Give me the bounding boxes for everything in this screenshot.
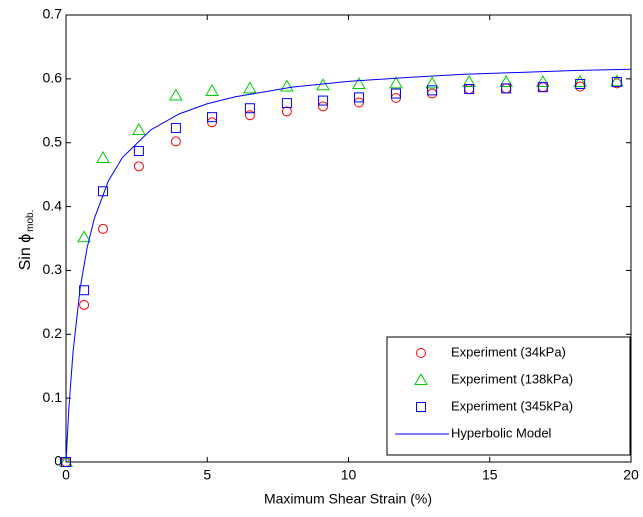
legend-label: Experiment (345kPa) <box>451 398 573 413</box>
marker-triangle <box>132 122 146 135</box>
marker-square <box>244 103 255 114</box>
legend: Experiment (34kPa) Experiment (138kPa) Exp… <box>386 336 631 456</box>
y-tick-label: 0.3 <box>43 261 63 277</box>
y-tick-label: 0.4 <box>43 197 63 213</box>
marker-triangle <box>280 79 294 92</box>
marker-square <box>318 95 329 106</box>
x-axis-label: Maximum Shear Strain (%) <box>264 491 432 507</box>
x-tick-label: 20 <box>623 467 639 483</box>
marker-triangle <box>414 372 428 385</box>
y-tick-label: 0.1 <box>43 389 63 405</box>
marker-triangle <box>499 75 513 88</box>
x-tick-label: 0 <box>62 467 70 483</box>
marker-triangle <box>610 74 624 87</box>
marker-square <box>464 84 475 95</box>
marker-square <box>416 402 426 412</box>
marker-circle <box>244 110 255 121</box>
y-axis-label: Sin ϕ mob. <box>17 210 35 271</box>
marker-square <box>501 83 512 94</box>
marker-triangle <box>535 75 550 88</box>
y-tick-label: 0.5 <box>43 133 63 149</box>
marker-circle <box>416 348 426 358</box>
x-tick-label: 15 <box>482 467 498 483</box>
marker-circle <box>98 223 109 234</box>
marker-circle <box>353 97 364 108</box>
model-line <box>65 68 632 463</box>
marker-triangle <box>169 88 183 101</box>
marker-triangle <box>352 76 366 89</box>
marker-triangle <box>77 230 91 243</box>
marker-square <box>281 98 292 109</box>
marker-circle <box>281 106 292 117</box>
marker-triangle <box>205 83 219 96</box>
marker-triangle <box>389 76 403 89</box>
marker-square <box>537 82 548 93</box>
marker-triangle <box>425 76 439 89</box>
marker-square <box>575 78 586 89</box>
y-tick-label: 0.6 <box>43 70 63 86</box>
marker-square <box>353 92 364 103</box>
marker-square <box>390 88 401 99</box>
marker-triangle <box>243 81 257 94</box>
legend-label: Hyperbolic Model <box>451 425 552 440</box>
y-axis-label-main: Sin ϕ <box>17 234 34 271</box>
marker-square <box>611 77 622 88</box>
marker-circle <box>133 161 144 172</box>
marker-triangle <box>573 75 588 88</box>
legend-box <box>386 336 631 456</box>
y-tick-label: 0 <box>54 453 62 469</box>
marker-circle <box>318 101 329 112</box>
y-axis-label-sub: mob. <box>25 210 36 232</box>
marker-triangle <box>462 75 476 88</box>
marker-circle <box>207 117 218 128</box>
legend-label: Experiment (34kPa) <box>451 344 566 359</box>
marker-circle <box>79 299 90 310</box>
marker-square <box>133 146 144 157</box>
y-tick-label: 0.2 <box>43 325 63 341</box>
legend-label: Experiment (138kPa) <box>451 371 573 386</box>
marker-square <box>170 123 181 134</box>
x-tick-label: 10 <box>341 467 357 483</box>
marker-triangle <box>96 151 110 164</box>
marker-square <box>427 85 438 96</box>
marker-circle <box>170 136 181 147</box>
marker-square <box>207 112 218 123</box>
x-tick-label: 5 <box>203 467 211 483</box>
y-tick-label: 0.7 <box>43 6 63 22</box>
